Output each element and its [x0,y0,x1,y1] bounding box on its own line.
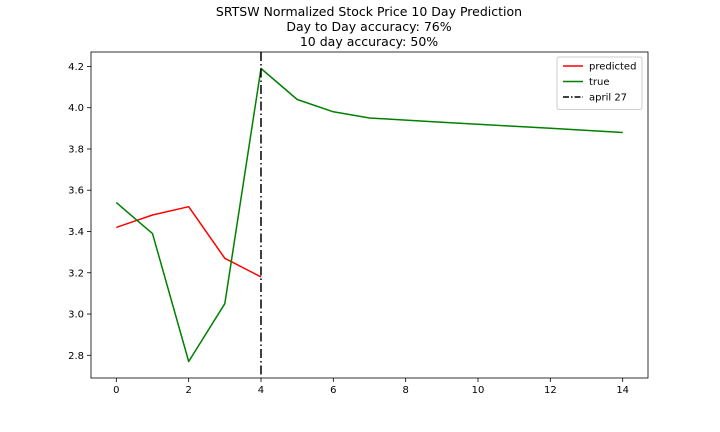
legend-label-true: true [589,77,610,88]
y-tick-label: 4.0 [68,103,84,114]
x-tick-label: 4 [258,385,264,396]
x-tick-label: 2 [185,385,191,396]
y-tick-label: 3.2 [68,268,84,279]
y-tick-label: 2.8 [68,351,84,362]
x-tick-label: 0 [113,385,119,396]
y-tick-label: 3.4 [68,227,84,238]
legend: predicted true april 27 [556,56,643,110]
axes-frame [90,51,649,379]
series-line-predicted [116,205,262,278]
x-tick-label: 12 [544,385,557,396]
chart-subtitle-day-accuracy: Day to Day accuracy: 76% [286,19,451,34]
x-tick-label: 6 [330,385,336,396]
y-tick-label: 3.8 [68,144,84,155]
y-tick-label: 3.0 [68,310,84,321]
x-tick-label: 8 [402,385,408,396]
plot-area: 0 2 4 6 8 10 12 14 2.8 3.0 3.2 3.4 3.6 3.8 4.0 4.2 predi… [68,51,649,396]
y-tick-label: 3.6 [68,186,84,197]
legend-label-predicted: predicted [589,62,636,73]
y-tick-label: 4.2 [68,62,84,73]
legend-label-april-27: april 27 [589,93,627,104]
x-tick-label: 10 [472,385,485,396]
series-line-true [115,67,623,363]
chart-subtitle-10day-accuracy: 10 day accuracy: 50% [300,34,438,49]
chart-title: SRTSW Normalized Stock Price 10 Day Pred… [216,4,522,19]
x-tick-label: 14 [616,385,629,396]
